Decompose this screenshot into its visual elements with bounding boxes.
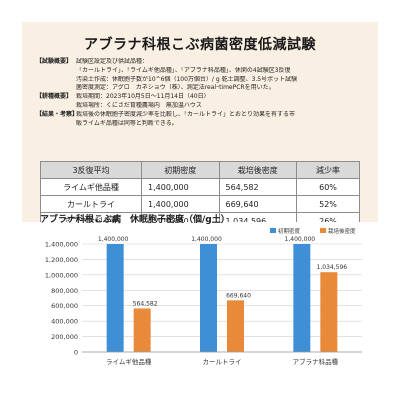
info-text: 菌密度測定：アグロ カネショウ（株）、測定法realｰtimePCRを用いた。 [76,84,275,92]
chart-panel: 0 200,000 400,000 600,000 800,000 1,000,000 1,… [22,222,378,378]
table-cell: 52% [296,195,360,213]
info-text: 栽培場所：くにさだ育種農場内 無加温ハウス [76,101,202,109]
header-cell: 初期密度 [141,161,220,179]
info-label [36,120,76,129]
info-label: 【結果・考察】 [36,110,79,118]
table-header-row: 3反復平均 初期密度 栽培後密度 減少率 [40,161,360,179]
info-label [36,84,76,93]
y-tick-label: 400,000 [51,318,78,326]
y-tick-label: 1,400,000 [45,241,78,249]
y-tick-label: 0 [74,349,78,357]
info-text: 試験区設定及び供試品種： [76,58,149,65]
table-cell: ライムギ他品種 [40,178,142,196]
x-tick-label: ライムギ他品種 [106,357,152,366]
table-row: カールトライ 1,400,000 669,640 52% [40,195,360,213]
info-text: 栽培後の休眠胞子密度減少率を比較し、「カールトライ」とおとり効果を有する市 [76,110,296,118]
table-cell: 1,400,000 [141,195,220,213]
data-label: 564,582 [133,300,158,307]
info-label: 【耕種概要】 [36,93,73,101]
header-cell: 3反復平均 [40,161,142,179]
info-text: 販ライムギ品種は同等と判断できる。 [76,119,178,127]
page-title: アブラナ科根こぶ病菌密度低減試験 [84,37,316,53]
table-row: ライムギ他品種 1,400,000 564,582 60% [40,178,360,196]
x-tick-label: アブラナ科品種 [293,357,339,366]
info-row: 栽培場所：くにさだ育種農場内 無加温ハウス [36,102,368,111]
data-label: 1,400,000 [191,236,222,243]
y-tick-label: 1,000,000 [45,271,78,279]
data-label: 669,640 [226,292,251,299]
data-label: 1,400,000 [285,236,316,243]
report-card: アブラナ科根こぶ病菌密度低減試験 【試験概要】 試験区設定及び供試品種： 「カール… [22,22,378,378]
table-cell: 1,400,000 [141,178,220,196]
y-tick-label: 200,000 [51,333,78,341]
info-row: 「カールトライ」、「ライムギ他品種」、「アブラナ科品種」、休閑の4試験区3反復 [36,67,368,76]
results-table: 3反復平均 初期密度 栽培後密度 減少率 ライムギ他品種 1,400,000 5… [40,161,360,230]
legend-label: 初期密度 [278,227,301,235]
info-row: 【結果・考察】 栽培後の休眠胞子密度減少率を比較し、「カールトライ」とおとり効果を… [36,111,368,120]
x-tick-label: カールトライ [203,358,242,366]
info-section: 【試験概要】 試験区設定及び供試品種： 「カールトライ」、「ライムギ他品種」、「ア… [36,58,368,128]
legend-swatch [320,228,326,233]
y-tick-label: 800,000 [51,287,78,295]
data-label: 1,400,000 [98,236,129,243]
bar [200,244,217,352]
info-text: 栽培期間：2023年10月5日～11月14日（40日） [76,93,210,101]
bar-chart: 0 200,000 400,000 600,000 800,000 1,000,000 1,… [45,227,362,366]
table-cell: 564,582 [218,178,297,196]
legend-label: 栽培後密度 [328,227,356,235]
info-row: 【試験概要】 試験区設定及び供試品種： [36,58,368,67]
info-label [36,67,76,76]
info-label: 【試験概要】 [36,58,73,65]
info-text: 汚染土作成：休眠胞子数が10^6個（100万個台）/ g 乾土調整、3.5号ポッ… [76,75,298,83]
info-text: 「カールトライ」、「ライムギ他品種」、「アブラナ科品種」、休閑の4試験区3反復 [76,66,291,74]
info-row: 汚染土作成：休眠胞子数が10^6個（100万個台）/ g 乾土調整、3.5号ポッ… [36,76,368,85]
bar [293,244,311,352]
bar [133,308,151,352]
data-label: 1,034,596 [317,264,348,271]
header-cell: 栽培後密度 [218,161,297,179]
info-label [36,76,76,85]
bar [227,300,244,352]
info-row: 菌密度測定：アグロ カネショウ（株）、測定法realｰtimePCRを用いた。 [36,84,368,93]
chart-title: アブラナ科根こぶ病 休眠胞子密度（個/g土） [40,215,230,225]
legend-swatch [270,228,276,233]
info-label [36,102,76,111]
info-row: 販ライムギ品種は同等と判断できる。 [36,120,368,129]
table-cell: 669,640 [218,195,297,213]
table-cell: 60% [296,178,360,196]
table-cell: カールトライ [40,195,142,213]
y-tick-label: 600,000 [51,302,78,310]
y-tick-label: 1,200,000 [45,256,78,264]
info-row: 【耕種概要】 栽培期間：2023年10月5日～11月14日（40日） [36,93,368,102]
bar [320,272,338,352]
header-cell: 減少率 [296,161,360,179]
bar [106,244,124,352]
